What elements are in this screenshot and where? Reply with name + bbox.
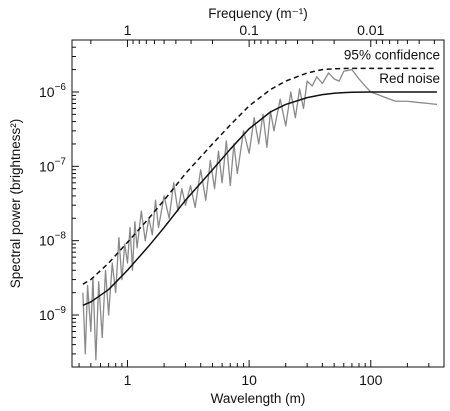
series-red-noise (82, 91, 437, 307)
y-tick-label: 10−6 (39, 82, 66, 100)
x-tick-label: 100 (359, 372, 383, 388)
plot-frame (71, 39, 445, 368)
y-tick-label: 10−9 (39, 305, 66, 323)
y-tick-label: 10−7 (39, 156, 66, 174)
y-tick-label: 10−8 (39, 231, 66, 249)
x-axis-title: Wavelength (m) (211, 391, 306, 406)
series-95-confidence (82, 67, 437, 285)
ticks-layer (72, 39, 445, 368)
x2-tick-label: 0.1 (239, 22, 259, 38)
x2-tick-label: 0.01 (357, 22, 384, 38)
x-tick-label: 1 (124, 372, 132, 388)
x-tick-label: 10 (241, 372, 257, 388)
series-layer (82, 67, 438, 361)
label-red-noise: Red noise (379, 71, 440, 86)
y-axis-title: Spectral power (brightness²) (8, 119, 23, 289)
x2-tick-label: 1 (124, 22, 132, 38)
label-95-confidence: 95% confidence (344, 47, 440, 62)
top-axis-title: Frequency (m⁻¹) (208, 6, 307, 21)
series-spectrum (82, 68, 438, 361)
labels-layer: 1 10 100 1 0.1 0.01 10−9 10−8 10−7 10−6 95% confid… (39, 22, 440, 388)
